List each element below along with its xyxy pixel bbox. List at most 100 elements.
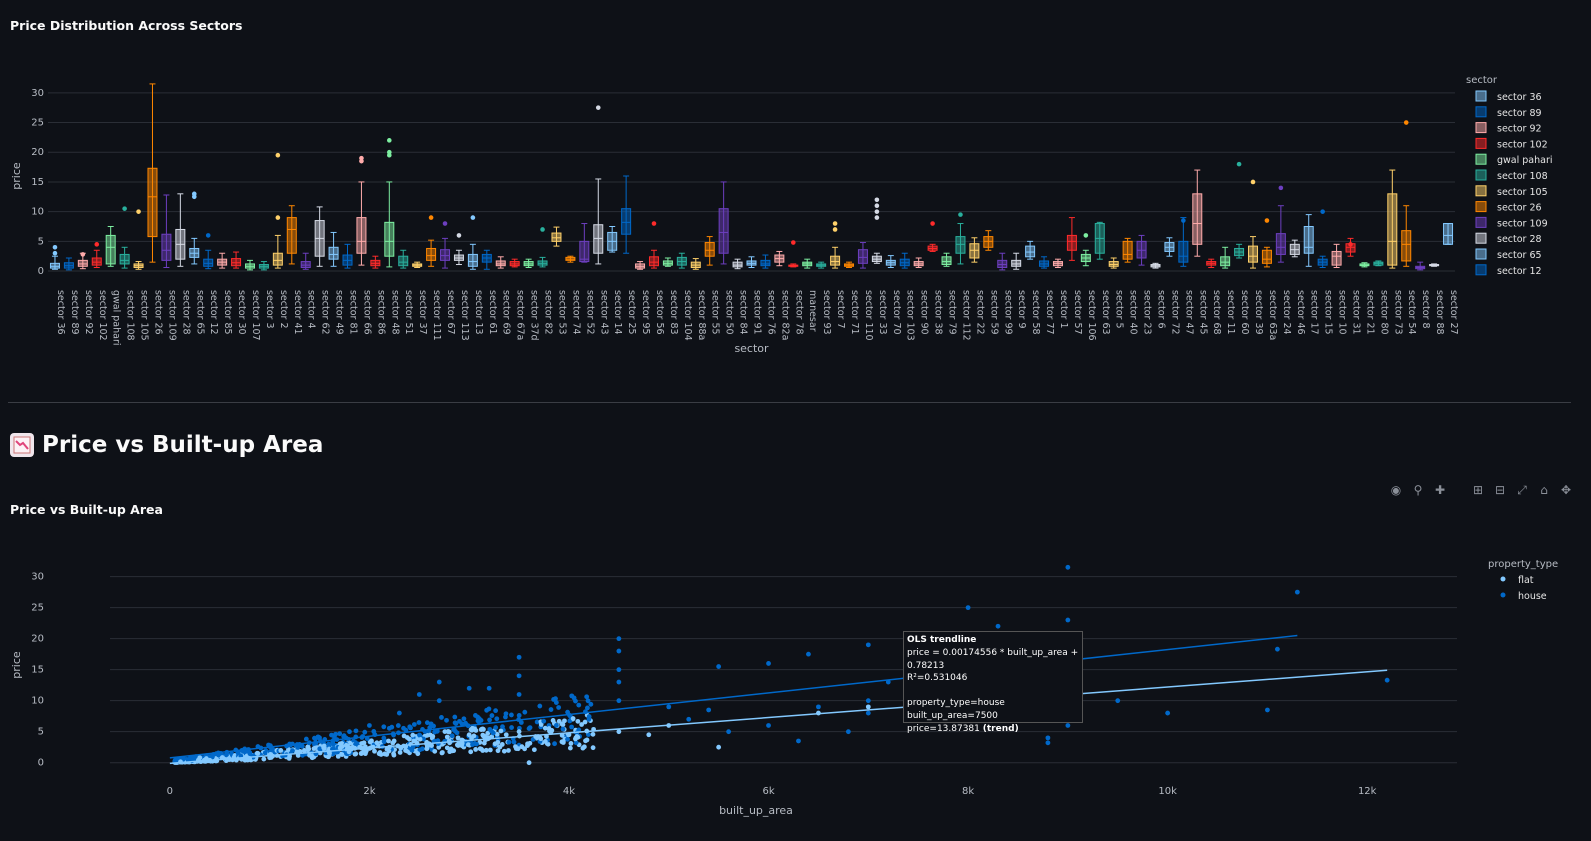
zoom-out-icon[interactable]: ⊟	[1494, 483, 1506, 497]
scatter-chart[interactable]: 0 5 10 15 20 25 30 0 2k 4k 6k 8k 10k 12k price built_up…	[0, 500, 1591, 841]
scatter-point	[381, 735, 387, 741]
scatter-point	[442, 729, 448, 735]
trendline-tooltip: OLS trendline price = 0.00174556 * built…	[903, 631, 1083, 734]
scatter-point	[546, 726, 552, 731]
x-tick-label: sector 62	[320, 290, 331, 335]
legend-swatch	[1475, 264, 1487, 276]
x-tick-label: sector 38	[933, 290, 944, 335]
legend-label: flat	[1518, 575, 1534, 586]
scatter-point	[455, 735, 461, 741]
section-heading: Price vs Built-up Area	[10, 432, 323, 458]
box	[272, 234, 283, 269]
pan-icon[interactable]: ✚	[1434, 483, 1446, 497]
legend-swatch	[1475, 169, 1487, 181]
x-tick-label: sector 110	[863, 290, 874, 341]
zoom-in-icon[interactable]: ⊞	[1472, 483, 1484, 497]
box-body	[1025, 245, 1036, 258]
box-body	[161, 233, 172, 261]
x-tick-label: sector 76	[765, 290, 776, 335]
x-tick-label: sector 99	[1002, 290, 1013, 335]
x-tick-label: sector 63	[1100, 290, 1111, 335]
box	[426, 239, 437, 267]
box-body	[760, 259, 771, 267]
x-tick-label: 12k	[1358, 786, 1377, 797]
outlier-point	[1083, 233, 1089, 238]
scatter-point	[333, 731, 338, 737]
scatter-point	[865, 710, 871, 716]
x-tick-label: sector 23	[1142, 290, 1153, 335]
x-tick-label: sector 14	[612, 290, 623, 335]
scatter-point	[885, 679, 891, 685]
x-tick-label: sector 25	[626, 290, 637, 335]
scatter-point	[486, 706, 492, 712]
box	[1108, 257, 1119, 269]
outlier-point	[874, 203, 880, 209]
zoom-icon[interactable]: ⚲	[1413, 483, 1423, 497]
box	[648, 249, 659, 269]
scatter-point	[487, 717, 492, 723]
scatter-point	[576, 727, 582, 733]
scatter-point	[865, 698, 871, 704]
camera-icon[interactable]: ◉	[1390, 483, 1402, 497]
x-tick-label: sector 59	[988, 290, 999, 335]
x-tick-label: sector 50	[724, 290, 735, 335]
box	[384, 181, 395, 268]
x-tick-label: sector 17	[1309, 290, 1320, 335]
box	[314, 206, 325, 267]
scatter-point	[570, 716, 576, 721]
scatter-point	[326, 741, 332, 747]
x-tick-label: sector 48	[389, 290, 400, 335]
scatter-point	[1065, 723, 1071, 728]
scatter-point	[406, 736, 412, 742]
box-body	[398, 255, 409, 267]
box	[537, 256, 548, 268]
scatter-point	[498, 728, 504, 734]
autoscale-icon[interactable]: ⤢	[1517, 482, 1527, 497]
x-tick-label: sector 67a	[515, 290, 526, 340]
tooltip-line: property_type=house	[907, 698, 1005, 709]
box	[662, 257, 673, 267]
x-tick-label: sector 61	[487, 290, 498, 335]
scatter-point	[303, 736, 309, 742]
outlier-point	[52, 244, 58, 250]
x-tick-label: sector 4	[306, 290, 317, 329]
y-tick-label: 15	[31, 665, 44, 676]
scatter-point	[430, 734, 436, 739]
box	[551, 226, 562, 247]
scatter-point	[522, 709, 528, 715]
scatter-point	[516, 713, 522, 718]
scatter-point	[327, 750, 332, 756]
scatter-point	[390, 740, 396, 746]
scatter-point	[483, 747, 489, 753]
home-icon[interactable]: ⌂	[1540, 483, 1548, 497]
scatter-point	[553, 700, 559, 706]
box-chart-title: Price Distribution Across Sectors	[10, 18, 243, 33]
box	[983, 230, 994, 251]
x-tick-label: sector 67	[445, 290, 456, 335]
outlier-point	[874, 215, 880, 220]
box	[1303, 214, 1314, 267]
scatter-point	[816, 704, 821, 710]
scatter-point	[468, 749, 474, 755]
scatter-point	[796, 738, 801, 744]
scatter-point	[616, 636, 622, 642]
box-body	[1401, 230, 1412, 262]
x-tick-label: sector 71	[849, 290, 860, 335]
x-axis-label: built_up_area	[719, 804, 793, 817]
box	[1275, 205, 1286, 263]
box-body	[1178, 240, 1189, 263]
scatter-point	[565, 709, 570, 715]
x-tick-label: sector 65	[194, 290, 205, 335]
box-body	[830, 255, 841, 266]
x-tick-label: sector 92	[83, 290, 94, 335]
scatter-point	[465, 742, 471, 748]
x-tick-label: sector 63a	[1267, 290, 1278, 340]
scatter-point	[494, 731, 500, 737]
fullscreen-icon[interactable]: ✥	[1560, 483, 1572, 497]
scatter-point	[359, 751, 364, 756]
legend-swatch	[1475, 122, 1487, 134]
scatter-point	[590, 745, 596, 751]
trendline	[169, 669, 1388, 765]
scatter-point	[307, 752, 312, 758]
